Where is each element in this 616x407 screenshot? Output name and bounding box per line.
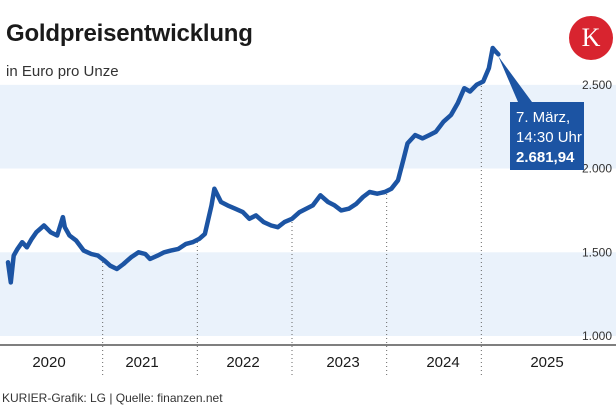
price-line-layer — [5, 45, 501, 285]
source-credit: KURIER-Grafik: LG | Quelle: finanzen.net — [2, 391, 223, 405]
price-line — [5, 45, 501, 285]
annotation-time: 14:30 Uhr — [516, 129, 582, 146]
band-1000 — [0, 252, 616, 336]
y-tick-label: 1.500 — [582, 245, 612, 259]
annotation-pointer — [498, 56, 532, 102]
x-tick-label: 2020 — [32, 354, 65, 371]
x-axis-labels: 2020 2021 2022 2023 2024 2025 — [32, 354, 563, 371]
latest-price-annotation: 7. März, 14:30 Uhr 2.681,94 — [498, 56, 584, 170]
x-tick-label: 2021 — [125, 354, 158, 371]
annotation-value: 2.681,94 — [516, 149, 575, 166]
x-tick-label: 2024 — [426, 354, 459, 371]
chart-title: Goldpreisentwicklung — [6, 20, 253, 47]
annotation-box — [510, 102, 584, 170]
y-tick-label: 2.500 — [582, 78, 612, 92]
y-tick-label: 2.000 — [582, 162, 612, 176]
kurier-logo[interactable]: K — [569, 16, 613, 60]
x-tick-label: 2022 — [226, 354, 259, 371]
x-tick-label: 2023 — [326, 354, 359, 371]
x-tick-label: 2025 — [530, 354, 563, 371]
annotation-date: 7. März, — [516, 109, 570, 126]
chart-subtitle: in Euro pro Unze — [6, 63, 119, 80]
y-axis-labels: 1.000 1.500 2.000 2.500 — [582, 78, 612, 343]
y-tick-label: 1.000 — [582, 329, 612, 343]
year-dividers — [102, 81, 482, 375]
